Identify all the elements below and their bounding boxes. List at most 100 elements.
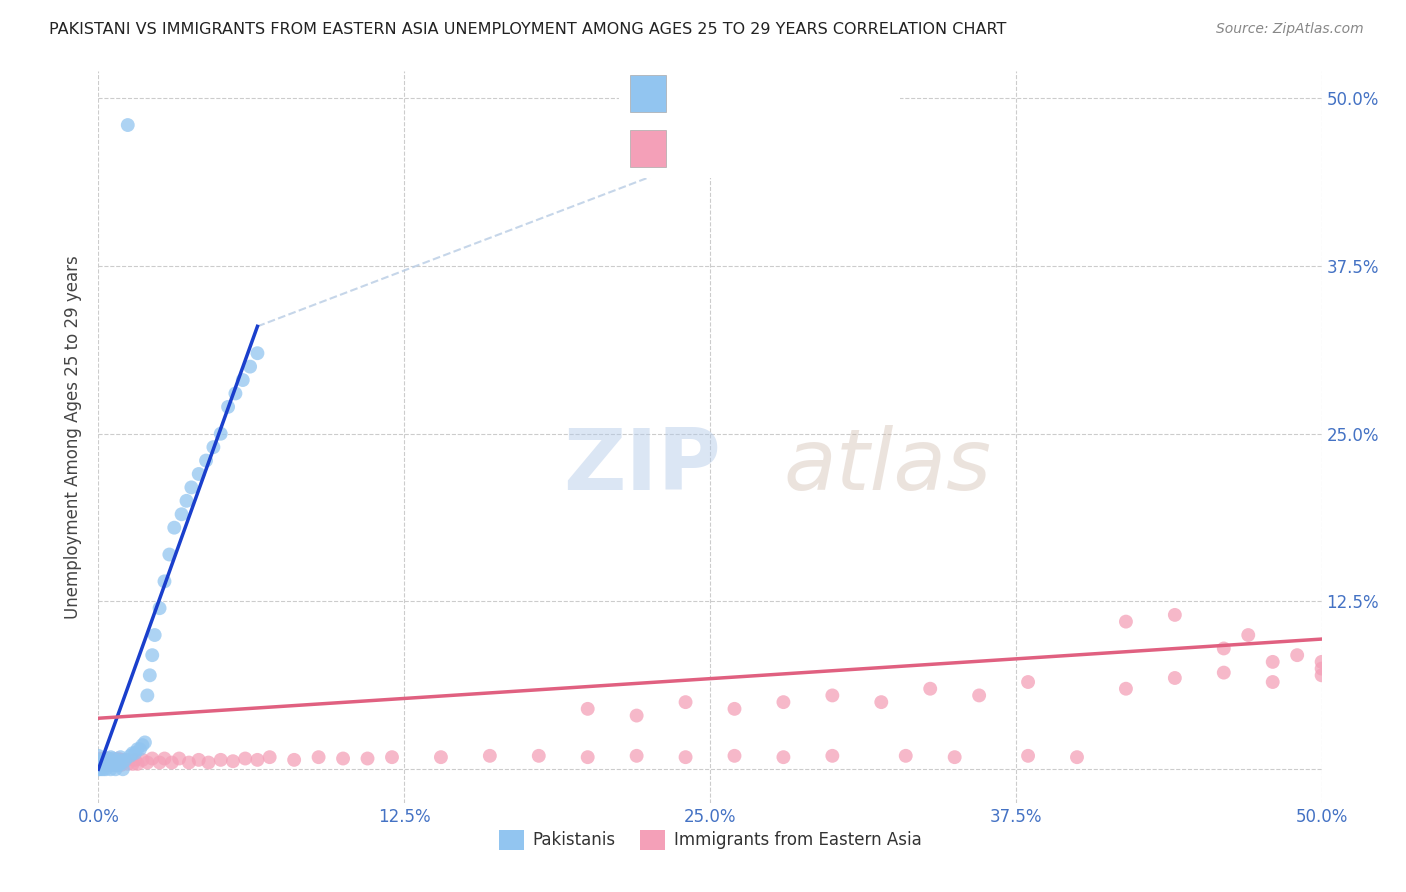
Point — [180, 480, 202, 494]
Point — [87, 751, 110, 765]
Point — [170, 508, 193, 522]
Point — [87, 756, 110, 770]
Point — [1310, 655, 1333, 669]
Point — [177, 756, 200, 770]
Point — [283, 753, 305, 767]
Point — [202, 440, 225, 454]
Point — [131, 738, 153, 752]
Text: atlas: atlas — [783, 425, 991, 508]
Point — [167, 751, 190, 765]
Point — [97, 756, 120, 771]
Point — [1212, 665, 1234, 680]
Point — [111, 753, 134, 767]
Point — [87, 758, 110, 772]
Point — [131, 753, 153, 767]
Point — [209, 426, 232, 441]
Point — [1286, 648, 1309, 662]
Point — [149, 756, 172, 770]
Point — [107, 751, 129, 765]
Point — [104, 753, 127, 767]
Point — [100, 756, 122, 771]
Point — [1212, 641, 1234, 656]
Point — [176, 493, 198, 508]
Point — [259, 750, 281, 764]
Point — [217, 400, 239, 414]
Point — [136, 756, 159, 770]
Point — [1066, 750, 1088, 764]
Point — [141, 751, 163, 765]
Point — [87, 753, 110, 767]
Point — [97, 751, 120, 765]
Point — [127, 742, 149, 756]
Point — [100, 758, 122, 772]
Point — [124, 746, 146, 760]
Point — [129, 742, 152, 756]
Point — [576, 702, 599, 716]
Point — [101, 758, 124, 772]
Point — [1017, 675, 1039, 690]
Point — [870, 695, 893, 709]
Point — [120, 748, 142, 763]
Point — [209, 753, 232, 767]
Point — [430, 750, 453, 764]
Point — [1261, 655, 1284, 669]
Point — [246, 753, 269, 767]
Point — [1115, 615, 1137, 629]
Point — [141, 648, 163, 662]
Point — [920, 681, 942, 696]
Point — [332, 751, 354, 765]
Point — [149, 601, 172, 615]
Point — [117, 756, 139, 771]
Point — [134, 735, 156, 749]
Point — [87, 748, 110, 763]
Point — [160, 756, 183, 770]
Point — [121, 746, 143, 760]
Point — [239, 359, 262, 374]
Point — [107, 756, 129, 771]
Point — [1310, 662, 1333, 676]
Point — [187, 467, 209, 481]
Point — [246, 346, 269, 360]
Point — [90, 753, 112, 767]
Text: Source: ZipAtlas.com: Source: ZipAtlas.com — [1216, 22, 1364, 37]
Point — [1115, 681, 1137, 696]
Point — [111, 754, 134, 768]
Point — [127, 756, 149, 771]
Point — [104, 754, 127, 768]
Point — [94, 754, 117, 768]
Point — [111, 756, 134, 771]
FancyBboxPatch shape — [613, 60, 905, 181]
Point — [94, 758, 117, 772]
Point — [1261, 675, 1284, 690]
Point — [107, 758, 129, 772]
Point — [100, 753, 122, 767]
Point — [222, 754, 245, 768]
Point — [91, 762, 114, 776]
Point — [110, 756, 132, 771]
Point — [157, 548, 180, 562]
Point — [100, 750, 122, 764]
Point — [91, 751, 114, 765]
Point — [197, 756, 219, 770]
Point — [1017, 748, 1039, 763]
Point — [87, 756, 110, 770]
Point — [91, 756, 114, 771]
Point — [308, 750, 330, 764]
Text: PAKISTANI VS IMMIGRANTS FROM EASTERN ASIA UNEMPLOYMENT AMONG AGES 25 TO 29 YEARS: PAKISTANI VS IMMIGRANTS FROM EASTERN ASI… — [49, 22, 1007, 37]
Point — [381, 750, 404, 764]
Point — [153, 574, 176, 589]
Legend: Pakistanis, Immigrants from Eastern Asia: Pakistanis, Immigrants from Eastern Asia — [492, 823, 928, 856]
Point — [675, 695, 697, 709]
Point — [576, 750, 599, 764]
Point — [91, 753, 114, 767]
Point — [90, 762, 112, 776]
Point — [110, 750, 132, 764]
Point — [772, 750, 794, 764]
Point — [527, 748, 550, 763]
Text: R = 0.498   N = 56: R = 0.498 N = 56 — [681, 85, 851, 103]
Point — [117, 753, 139, 767]
Point — [153, 751, 176, 765]
FancyBboxPatch shape — [630, 129, 666, 167]
Point — [821, 689, 844, 703]
Y-axis label: Unemployment Among Ages 25 to 29 years: Unemployment Among Ages 25 to 29 years — [63, 255, 82, 619]
